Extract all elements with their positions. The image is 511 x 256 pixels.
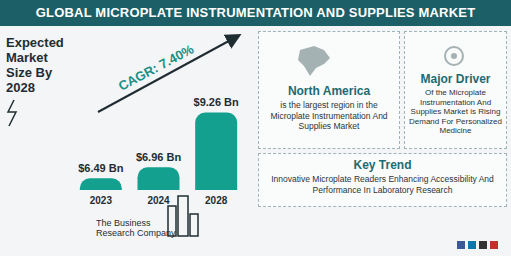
html-text:Expected Market Size By 2028: Expected Market Size By 2028	[6, 35, 64, 95]
html-text:GLOBAL MICROPLATE INSTRUMENTAT: GLOBAL MICROPLATE INSTRUMENTATION AND SU…	[35, 5, 476, 20]
html-text:Major Driver: Major Driver	[420, 72, 491, 86]
html-text:North America: North America	[287, 84, 371, 98]
svg-text:$9.26 Bn: $9.26 Bn	[194, 96, 240, 108]
svg-text:$6.49 Bn: $6.49 Bn	[78, 162, 124, 174]
html-text:The Business Research Company: The Business Research Company	[96, 218, 176, 238]
svg-text:2028: 2028	[205, 195, 228, 206]
svg-text:$6.96 Bn: $6.96 Bn	[136, 151, 182, 163]
svg-text:2024: 2024	[147, 195, 170, 206]
html-text:is the largest region in the M: is the largest region in the Microplate …	[270, 100, 388, 131]
html-text:Innovative Microplate Readers: Innovative Microplate Readers Enhancing …	[271, 174, 494, 195]
html-text:CAGR: 7.40%: CAGR: 7.40%	[115, 41, 197, 94]
html-text:Key Trend: Key Trend	[353, 158, 412, 172]
html-text:Of the Microplate Instrumentat: Of the Microplate Instrumentation And Su…	[409, 88, 502, 136]
svg-text:2023: 2023	[90, 195, 113, 206]
